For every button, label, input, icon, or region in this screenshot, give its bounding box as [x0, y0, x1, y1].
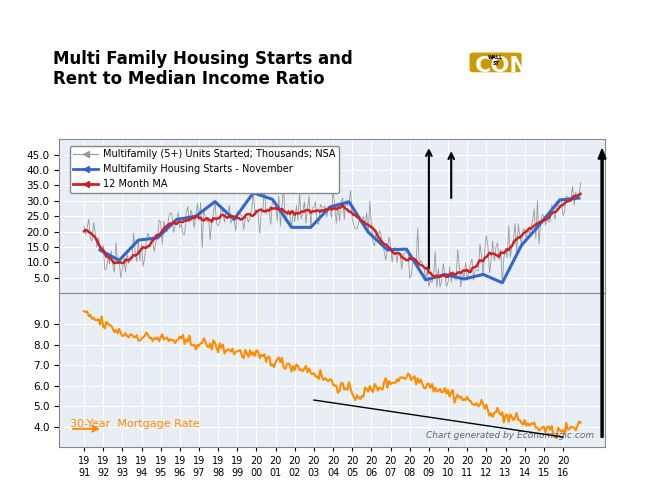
Text: CORNER: CORNER	[475, 99, 578, 120]
FancyBboxPatch shape	[470, 53, 522, 72]
Legend: Multifamily (5+) Units Started; Thousands; NSA, Multifamily Housing Starts - Nov: Multifamily (5+) Units Started; Thousand…	[70, 146, 339, 193]
Text: 30-Year  Mortgage Rate: 30-Year Mortgage Rate	[70, 419, 200, 429]
Text: Multi Family Housing Starts and
Rent to Median Income Ratio: Multi Family Housing Starts and Rent to …	[53, 50, 353, 88]
Text: CONTRA: CONTRA	[474, 56, 578, 76]
Text: Chart generated by Economagic.com: Chart generated by Economagic.com	[426, 430, 594, 440]
Text: David Stockman's: David Stockman's	[486, 26, 567, 35]
Text: WALL
ST: WALL ST	[488, 55, 503, 66]
